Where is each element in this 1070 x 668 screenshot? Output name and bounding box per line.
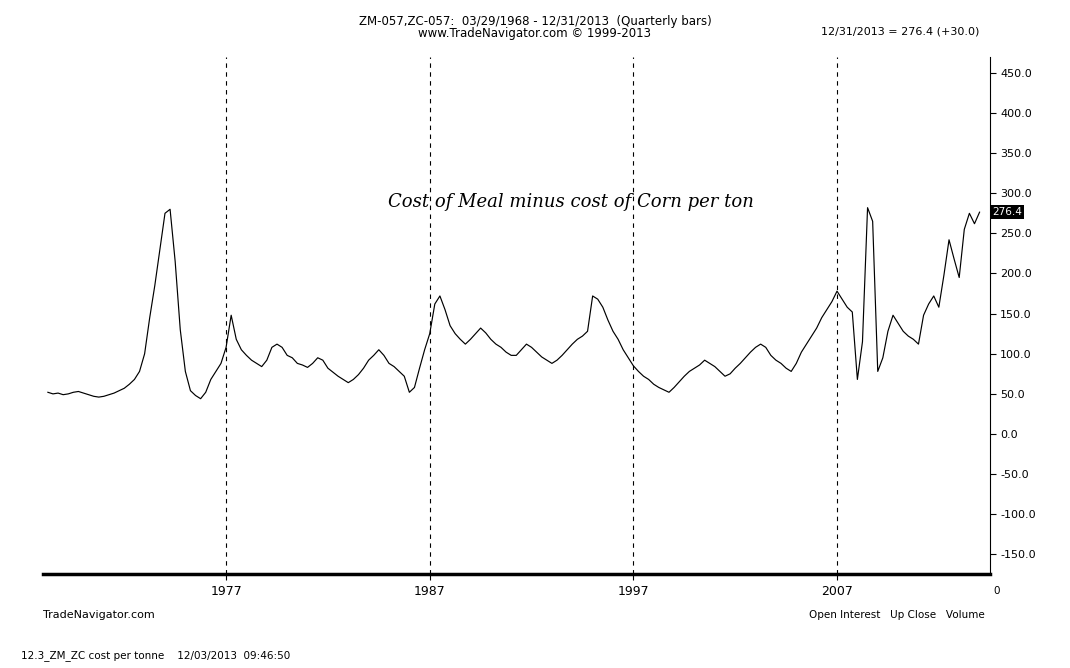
Text: www.TradeNavigator.com © 1999-2013: www.TradeNavigator.com © 1999-2013 <box>418 27 652 39</box>
Text: ZM-057,ZC-057:  03/29/1968 - 12/31/2013  (Quarterly bars): ZM-057,ZC-057: 03/29/1968 - 12/31/2013 (… <box>358 15 712 27</box>
Text: 12.3_ZM_ZC cost per tonne    12/03/2013  09:46:50: 12.3_ZM_ZC cost per tonne 12/03/2013 09:… <box>21 651 291 661</box>
Text: 12/31/2013 = 276.4 (+30.0): 12/31/2013 = 276.4 (+30.0) <box>821 27 979 37</box>
Text: TradeNavigator.com: TradeNavigator.com <box>43 610 154 620</box>
Text: Cost of Meal minus cost of Corn per ton: Cost of Meal minus cost of Corn per ton <box>388 193 754 210</box>
Text: 0: 0 <box>993 587 999 596</box>
Text: 276.4: 276.4 <box>993 207 1023 217</box>
Text: Open Interest   Up Close   Volume: Open Interest Up Close Volume <box>809 610 984 620</box>
